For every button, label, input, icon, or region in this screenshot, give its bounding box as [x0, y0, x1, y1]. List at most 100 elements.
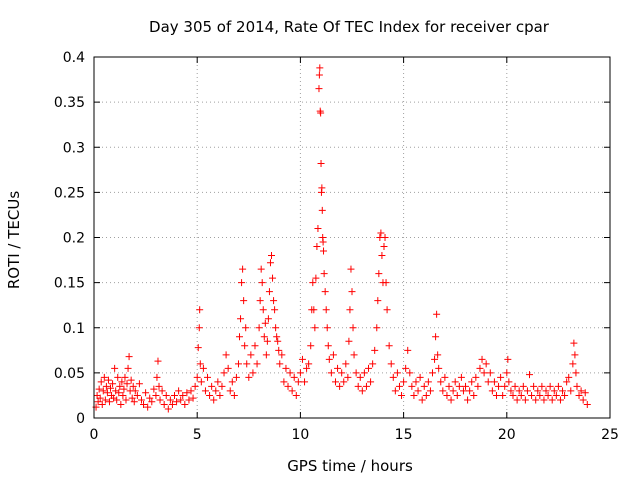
data-point [350, 351, 358, 359]
data-point [131, 387, 139, 395]
data-point [128, 394, 136, 402]
data-point [298, 355, 306, 363]
data-point [336, 382, 344, 390]
data-point [309, 279, 317, 287]
data-point [437, 378, 445, 386]
data-point [482, 360, 490, 368]
data-point [140, 400, 148, 408]
data-point [228, 378, 236, 386]
data-point [142, 389, 150, 397]
data-point [371, 346, 379, 354]
data-point [507, 387, 515, 395]
data-point [148, 398, 156, 406]
data-point [478, 355, 486, 363]
data-point [383, 306, 391, 314]
data-point [374, 297, 382, 305]
data-point [173, 398, 181, 406]
data-point [164, 405, 172, 413]
data-point [546, 382, 554, 390]
data-point [266, 259, 274, 267]
data-point [272, 324, 280, 332]
data-point [185, 396, 193, 404]
data-point [158, 387, 166, 395]
y-axis: 0 0.05 0.1 0.15 0.2 0.25 0.3 0.35 0.4 [54, 50, 610, 427]
data-point [345, 337, 353, 345]
data-point [240, 297, 248, 305]
data-points [92, 64, 591, 413]
x-axis: 0 5 10 15 20 25 [90, 57, 619, 443]
data-point [237, 315, 245, 323]
data-point [94, 398, 102, 406]
data-point [104, 376, 112, 384]
data-point [133, 391, 141, 399]
data-point [103, 389, 111, 397]
data-point [312, 274, 320, 282]
data-point [181, 400, 189, 408]
data-point [122, 396, 130, 404]
data-point [443, 391, 451, 399]
data-point [124, 364, 132, 372]
data-point [166, 396, 174, 404]
data-point [495, 382, 503, 390]
data-point [284, 382, 292, 390]
x-tick-label: 20 [498, 427, 516, 443]
data-point [114, 373, 122, 381]
data-point [583, 400, 591, 408]
data-point [464, 396, 472, 404]
data-point [567, 387, 575, 395]
data-point [400, 378, 408, 386]
data-point [183, 389, 191, 397]
data-point [120, 385, 128, 393]
data-point [112, 387, 120, 395]
data-point [162, 391, 170, 399]
x-tick-label: 0 [90, 427, 99, 443]
y-tick-label: 0.05 [54, 366, 85, 382]
data-point [369, 360, 377, 368]
data-point [97, 378, 105, 386]
data-point [322, 306, 330, 314]
data-point [144, 403, 152, 411]
data-point [318, 206, 326, 214]
data-point [208, 382, 216, 390]
data-point [521, 396, 529, 404]
data-point [276, 360, 284, 368]
data-point [210, 396, 218, 404]
x-tick-label: 5 [193, 427, 202, 443]
y-tick-label: 0.15 [54, 276, 85, 292]
data-point [459, 387, 467, 395]
data-point [532, 396, 540, 404]
data-point [348, 288, 356, 296]
data-point [274, 337, 282, 345]
x-axis-label: GPS time / hours [287, 457, 413, 475]
data-point [416, 373, 424, 381]
data-point [559, 387, 567, 395]
data-point [99, 387, 107, 395]
data-point [95, 385, 103, 393]
data-point [344, 373, 352, 381]
data-point [433, 310, 441, 318]
data-point [431, 355, 439, 363]
data-point [462, 382, 470, 390]
data-point [191, 382, 199, 390]
data-point [286, 369, 294, 377]
data-point [352, 369, 360, 377]
data-point [230, 391, 238, 399]
data-point [294, 378, 302, 386]
data-point [408, 382, 416, 390]
data-point [385, 342, 393, 350]
data-point [193, 373, 201, 381]
data-point [316, 64, 324, 72]
y-tick-label: 0.35 [54, 95, 85, 111]
data-point [305, 360, 313, 368]
data-point [410, 391, 418, 399]
data-point [290, 373, 298, 381]
data-point [536, 391, 544, 399]
data-point [373, 324, 381, 332]
data-point [269, 274, 277, 282]
data-point [447, 396, 455, 404]
data-point [196, 360, 204, 368]
data-point [441, 373, 449, 381]
data-point [354, 382, 362, 390]
data-point [378, 252, 386, 260]
data-point [414, 387, 422, 395]
